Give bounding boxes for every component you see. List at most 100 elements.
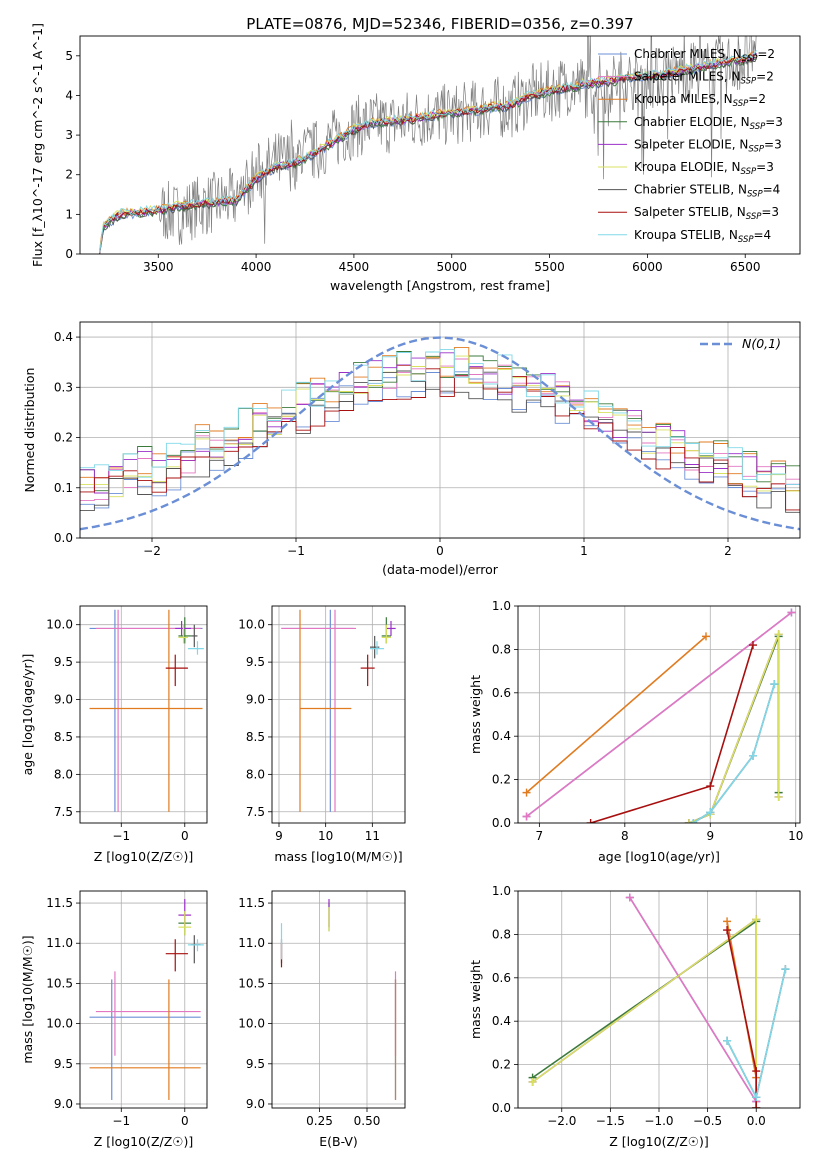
weight-vs-z-frame (517, 890, 801, 1109)
spectrum-xtick-label: 6000 (632, 260, 663, 274)
histogram-legend-label: N(0,1) (742, 336, 781, 351)
spectrum-plot-area (99, 36, 758, 254)
weight-vs-z-xtick-label: −1.0 (644, 1114, 673, 1128)
weight-vs-age-ytick-label: 0.4 (492, 729, 511, 743)
spectrum-ytick-label: 0 (65, 247, 73, 261)
age-vs-mass-xlabel: mass [log10(M/M☉)] (274, 849, 402, 864)
weight-vs-z-series-line (532, 917, 758, 1108)
age-vs-z-xlabel: Z [log10(Z/Z☉)] (94, 849, 194, 864)
weight-vs-z-marker (752, 1093, 761, 1102)
weight-vs-z-ytick-label: 0.8 (492, 927, 511, 941)
mass-vs-z-ytick-label: 10.5 (46, 976, 73, 990)
weight-vs-age-series-line (692, 683, 776, 823)
weight-vs-age-ylabel: mass weight (468, 675, 483, 754)
histogram-ylabel: Normed distribution (22, 368, 37, 493)
age-vs-z-frame (79, 605, 208, 824)
histogram-xtick-label: −1 (287, 544, 305, 558)
weight-vs-age-series-line (688, 633, 780, 823)
weight-vs-z-ylabel: mass weight (468, 960, 483, 1039)
mass-vs-z-xlabel: Z [log10(Z/Z☉)] (94, 1134, 194, 1149)
weight-vs-z-marker (781, 965, 790, 974)
mass-vs-z-xtick-label: 0 (181, 1114, 189, 1128)
weight-vs-age-marker (522, 788, 531, 797)
histogram-xtick-label: 0 (436, 544, 444, 558)
spectrum-model-line (99, 52, 758, 254)
weight-vs-age-marker (706, 782, 715, 791)
weight-vs-age-marker (702, 632, 710, 641)
weight-vs-z-ytick-label: 0.2 (492, 1058, 511, 1072)
weight-vs-z-xtick-label: −1.5 (596, 1114, 625, 1128)
age-vs-z-plot-area (89, 609, 204, 812)
histogram-xtick-label: 1 (580, 544, 588, 558)
age-vs-z-ytick-label: 10.0 (46, 618, 73, 632)
weight-vs-z-marker (752, 915, 761, 924)
age-vs-mass-xtick-label: 10 (318, 829, 333, 843)
mass-vs-ebv-frame (271, 890, 406, 1109)
age-vs-mass-xtick-label: 9 (275, 829, 283, 843)
spectrum-ytick-label: 2 (65, 168, 73, 182)
spectrum-legend-entry: Salpeter MILES, NSSP=2 (634, 70, 774, 87)
figure-title: PLATE=0876, MJD=52346, FIBERID=0356, z=0… (246, 15, 633, 33)
weight-vs-age-marker (684, 819, 693, 823)
weight-vs-age-series-line (590, 644, 754, 823)
weight-vs-age-marker (689, 819, 698, 823)
weight-vs-z-series-line (629, 897, 757, 1102)
age-vs-mass-ytick-label: 8.0 (246, 767, 265, 781)
weight-vs-age-marker (706, 808, 715, 817)
weight-vs-z-marker (723, 917, 732, 926)
weight-vs-z-xtick-label: −2.0 (547, 1114, 576, 1128)
mass-vs-ebv-ytick-label: 11.5 (238, 896, 265, 910)
age-vs-z-ytick-label: 9.0 (54, 693, 73, 707)
spectrum-ytick-label: 5 (65, 49, 73, 63)
spectrum-xtick-label: 6500 (730, 260, 761, 274)
age-vs-z-xtick-label: 0 (181, 829, 189, 843)
histogram-step-line (80, 349, 800, 485)
weight-vs-z-plot-area (528, 893, 790, 1108)
weight-vs-age-series-line (688, 633, 780, 823)
histogram-ytick-label: 0.4 (54, 330, 73, 344)
spectrum-ytick-label: 3 (65, 128, 73, 142)
weight-vs-age-xtick-label: 8 (621, 829, 629, 843)
age-vs-mass-ytick-label: 9.5 (246, 655, 265, 669)
spectrum-ytick-label: 1 (65, 207, 73, 221)
weight-vs-age-marker (749, 641, 757, 650)
spectrum-ytick-label: 4 (65, 88, 73, 102)
weight-vs-z-marker (723, 1036, 732, 1045)
mass-vs-ebv-ytick-label: 11.0 (238, 936, 265, 950)
mass-vs-ebv-ytick-label: 9.5 (246, 1057, 265, 1071)
histogram-plot-area (80, 336, 800, 531)
spectrum-xtick-label: 4500 (339, 260, 370, 274)
histogram-normal-curve (80, 336, 800, 531)
spectrum-model-line (99, 50, 758, 254)
spectrum-ylabel: Flux [f_λ10^-17 erg cm^-2 s^-1 A^-1] (30, 23, 45, 267)
weight-vs-z-xtick-label: 0.0 (747, 1114, 766, 1128)
age-vs-mass-ytick-label: 7.5 (246, 805, 265, 819)
weight-vs-z-xtick-label: −0.5 (693, 1114, 722, 1128)
spectrum-xtick-label: 4000 (241, 260, 272, 274)
spectrum-xtick-label: 3500 (143, 260, 174, 274)
age-vs-mass-frame (271, 605, 406, 824)
weight-vs-age-ytick-label: 0.0 (492, 816, 511, 830)
spectrum-legend-entry: Chabrier MILES, NSSP=2 (634, 47, 775, 64)
mass-vs-z-ytick-label: 10.0 (46, 1017, 73, 1031)
weight-vs-z-marker (528, 1077, 537, 1086)
mass-vs-z-ylabel: mass [log10(M/M☉)] (20, 935, 35, 1063)
weight-vs-z-ytick-label: 0.0 (492, 1101, 511, 1115)
weight-vs-z-marker (723, 926, 732, 935)
mass-vs-ebv-ytick-label: 10.0 (238, 1017, 265, 1031)
mass-vs-z-xtick-label: −1 (112, 1114, 130, 1128)
age-vs-mass-ytick-label: 9.0 (246, 693, 265, 707)
weight-vs-age-series-line (526, 611, 792, 818)
weight-vs-age-marker (774, 792, 783, 801)
spectrum-legend-entry: Salpeter STELIB, NSSP=3 (634, 205, 779, 222)
mass-vs-z-ytick-label: 11.0 (46, 936, 73, 950)
spectrum-legend-entry: Kroupa STELIB, NSSP=4 (634, 228, 771, 245)
histogram-ytick-label: 0.3 (54, 380, 73, 394)
weight-vs-z-marker (752, 1067, 761, 1076)
weight-vs-age-xtick-label: 10 (788, 829, 803, 843)
weight-vs-age-marker (770, 680, 779, 689)
weight-vs-age-ytick-label: 0.8 (492, 642, 511, 656)
weight-vs-z-series-line (532, 917, 758, 1108)
weight-vs-z-marker (625, 893, 634, 902)
